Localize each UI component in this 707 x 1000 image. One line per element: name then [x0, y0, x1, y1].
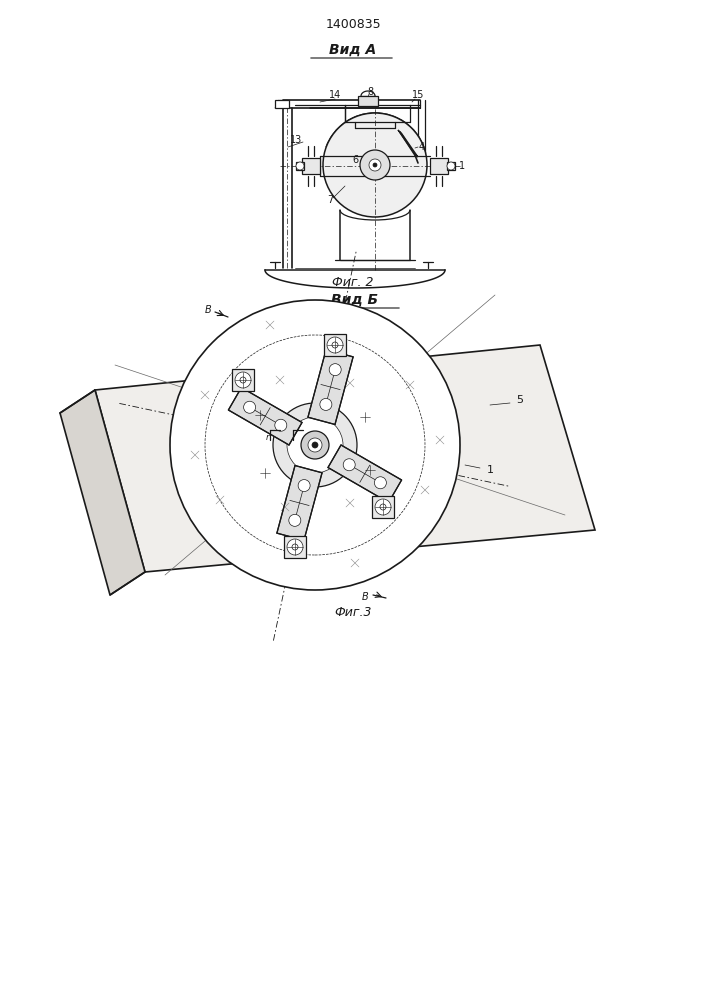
Text: 4: 4: [419, 142, 425, 152]
Circle shape: [380, 504, 386, 510]
Bar: [232, 369, 254, 391]
Circle shape: [327, 337, 343, 353]
Circle shape: [287, 539, 303, 555]
Text: 7: 7: [327, 195, 333, 205]
Bar: [358, 96, 378, 106]
Circle shape: [296, 162, 304, 170]
Circle shape: [360, 150, 390, 180]
Polygon shape: [308, 350, 353, 424]
Text: 1: 1: [459, 161, 465, 171]
Polygon shape: [60, 390, 145, 595]
Text: 5: 5: [517, 395, 523, 405]
Circle shape: [301, 431, 329, 459]
Circle shape: [323, 113, 427, 217]
Circle shape: [375, 499, 391, 515]
Circle shape: [375, 477, 387, 489]
Circle shape: [235, 372, 251, 388]
Circle shape: [308, 438, 322, 452]
Circle shape: [170, 300, 460, 590]
Text: B: B: [204, 305, 211, 315]
Circle shape: [329, 364, 341, 376]
Bar: [324, 334, 346, 356]
Circle shape: [373, 163, 377, 167]
Text: 13: 13: [290, 135, 302, 145]
Bar: [430, 158, 448, 174]
Circle shape: [447, 162, 455, 170]
Bar: [275, 100, 289, 108]
Polygon shape: [228, 387, 302, 445]
Bar: [296, 162, 304, 170]
Circle shape: [332, 342, 338, 348]
Circle shape: [292, 544, 298, 550]
Text: Вид Б: Вид Б: [332, 293, 378, 307]
Circle shape: [275, 419, 287, 431]
Bar: [284, 536, 306, 558]
Bar: [447, 162, 455, 170]
Circle shape: [343, 459, 355, 471]
Text: B: B: [361, 592, 368, 602]
Bar: [372, 496, 394, 518]
Circle shape: [287, 417, 343, 473]
Text: 14: 14: [329, 90, 341, 100]
Circle shape: [369, 159, 381, 171]
Text: 8: 8: [367, 87, 373, 97]
Text: Фиг. 2: Фиг. 2: [332, 276, 374, 290]
Circle shape: [244, 401, 256, 413]
Text: r: r: [293, 432, 297, 442]
Circle shape: [312, 442, 318, 448]
Bar: [302, 158, 320, 174]
Polygon shape: [95, 345, 595, 572]
Circle shape: [320, 398, 332, 410]
Text: Фиг.3: Фиг.3: [334, 605, 372, 618]
Text: Вид A: Вид A: [329, 43, 377, 57]
Polygon shape: [277, 466, 322, 540]
Text: r: r: [265, 432, 269, 442]
Circle shape: [273, 403, 357, 487]
Circle shape: [298, 480, 310, 492]
Circle shape: [289, 514, 300, 526]
Polygon shape: [398, 130, 418, 157]
Polygon shape: [328, 445, 402, 503]
Text: 1400835: 1400835: [325, 18, 381, 31]
Text: 1: 1: [486, 465, 493, 475]
Text: 6: 6: [352, 155, 358, 165]
Circle shape: [240, 377, 246, 383]
Text: 15: 15: [411, 90, 424, 100]
